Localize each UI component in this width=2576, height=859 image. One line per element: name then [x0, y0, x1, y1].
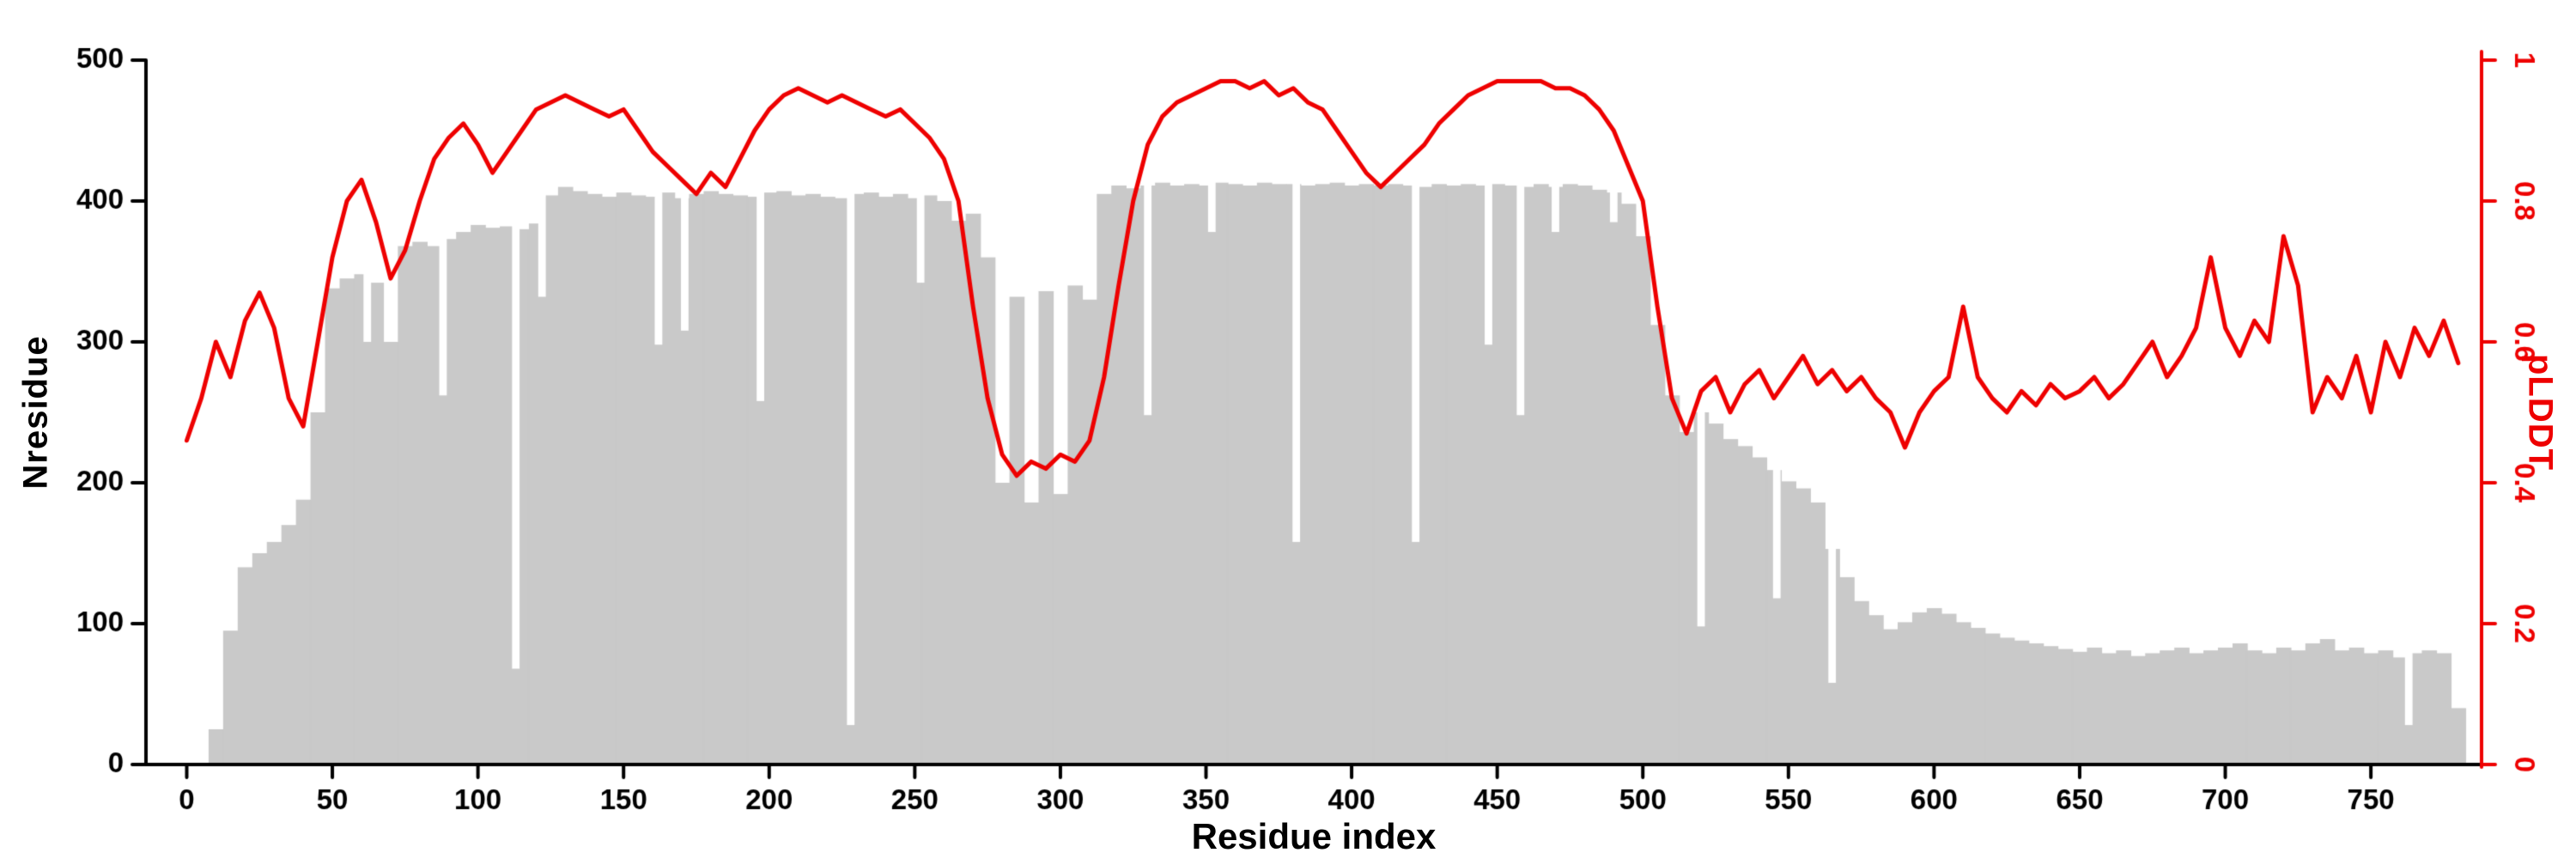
- left-axis-title: Nresidue: [16, 335, 55, 490]
- right-axis-title: pLDDT: [2521, 353, 2560, 472]
- x-axis-title: Residue index: [1191, 816, 1437, 856]
